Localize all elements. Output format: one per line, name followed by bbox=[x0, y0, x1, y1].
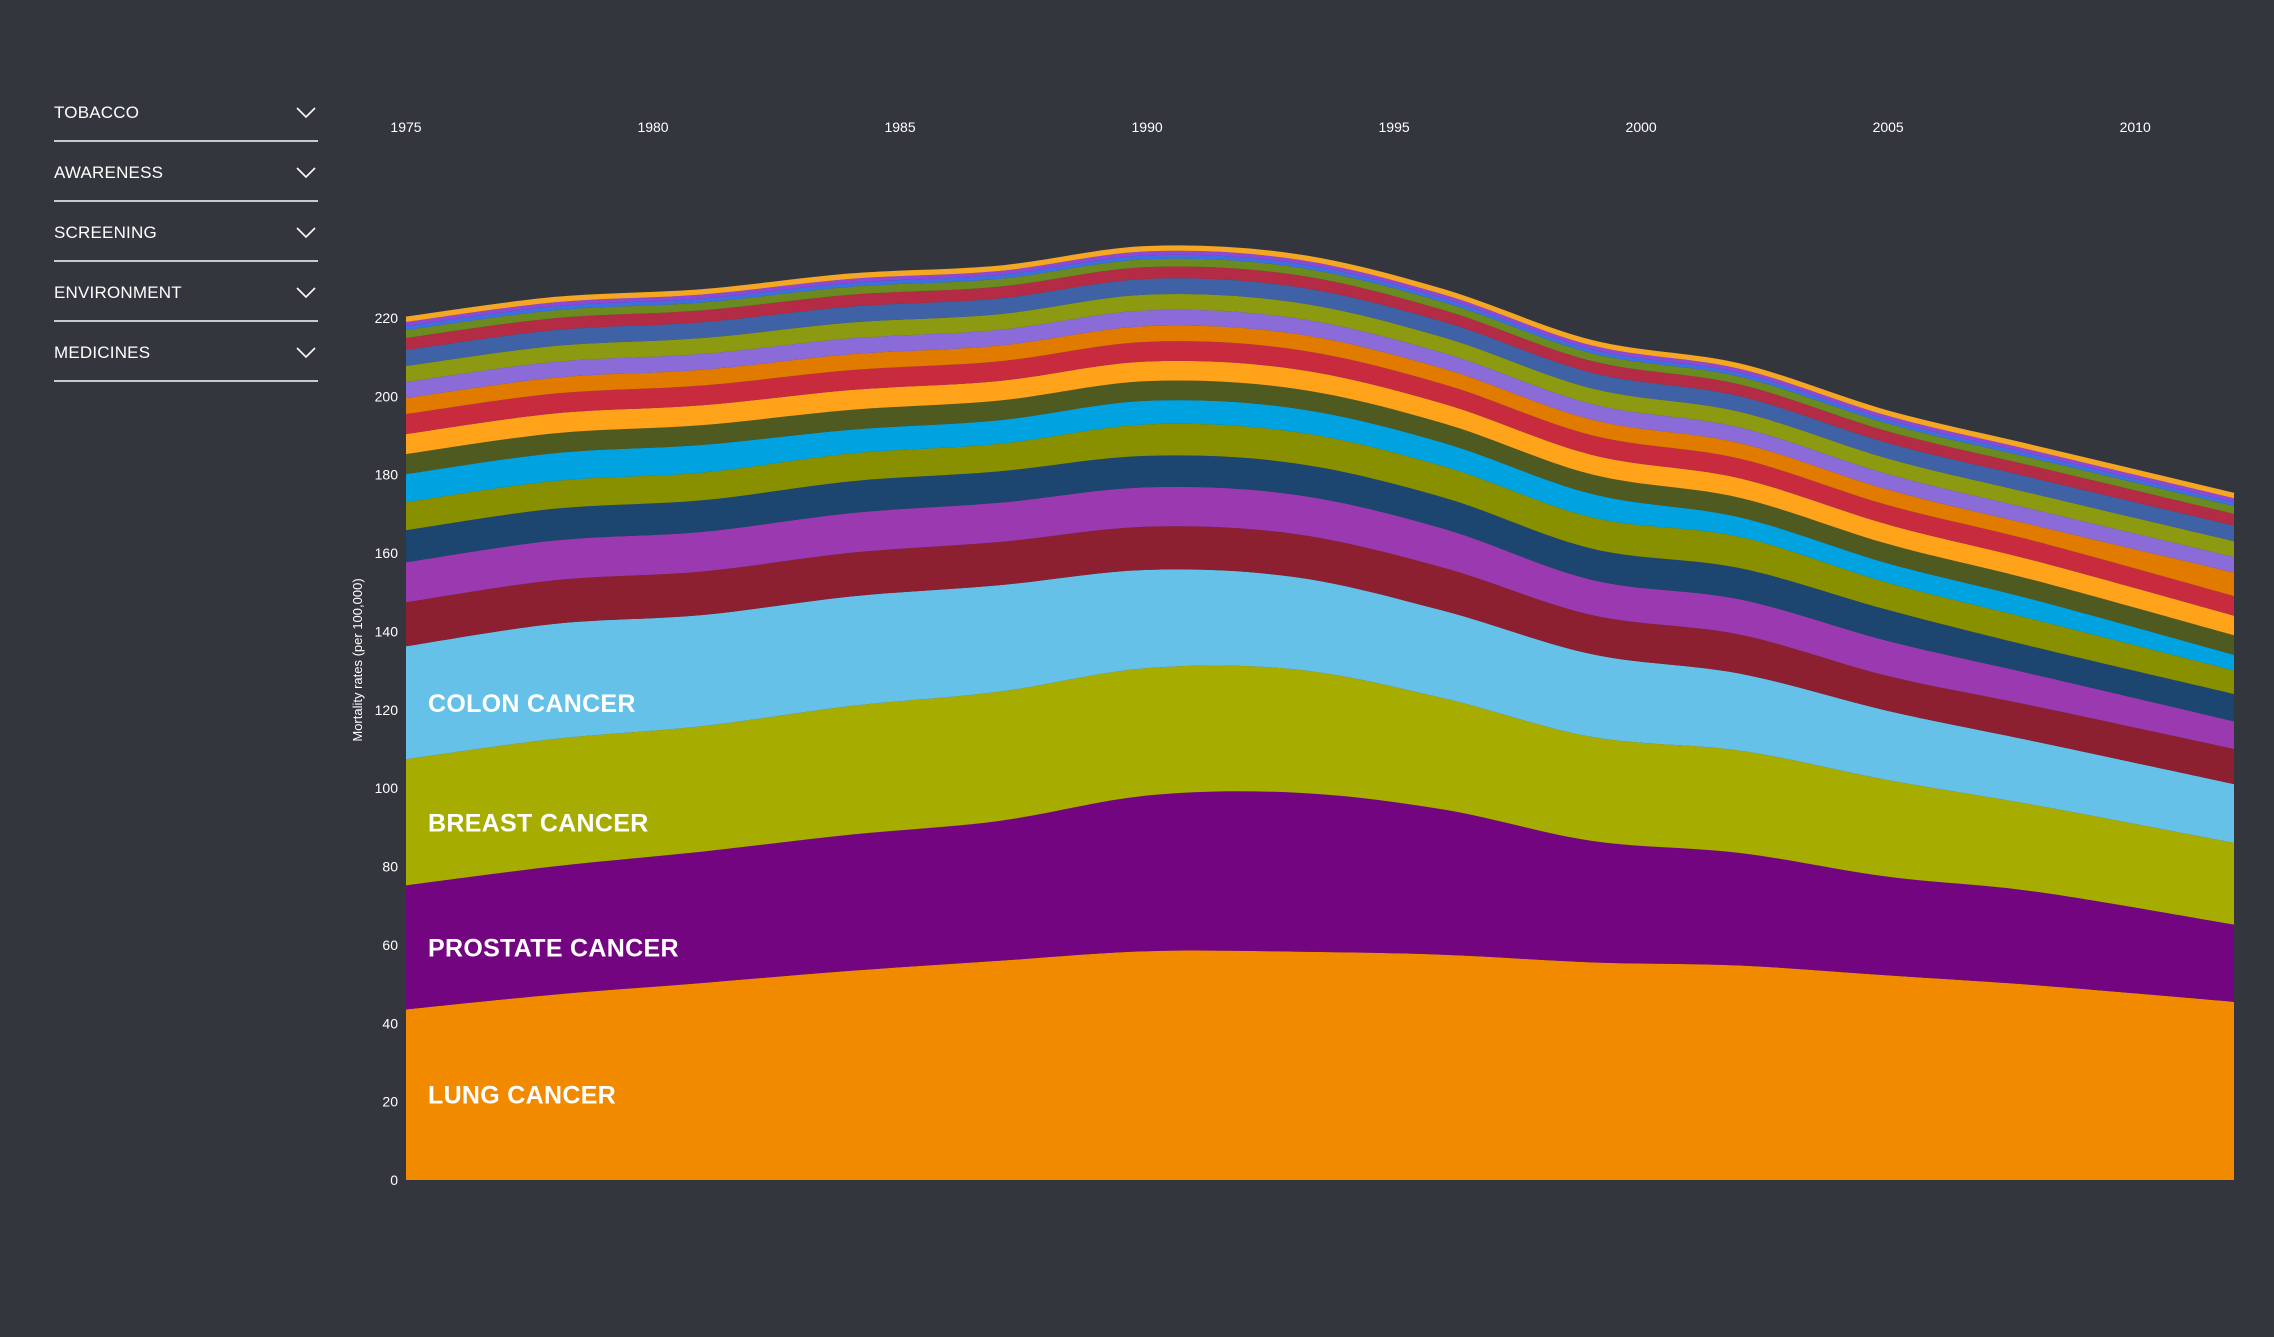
y-tick-label: 180 bbox=[375, 467, 399, 483]
menu-item-awareness[interactable]: AWARENESS bbox=[54, 142, 318, 202]
y-axis-ticks: 0 20 40 60 80 100 120 140 160 180 200 220 bbox=[375, 310, 399, 1188]
x-tick-label: 2005 bbox=[1873, 119, 1904, 135]
area-layer-2 bbox=[406, 665, 2234, 925]
x-tick-label: 1985 bbox=[884, 119, 915, 135]
chevron-down-icon[interactable] bbox=[296, 226, 316, 239]
menu-item-label: TOBACCO bbox=[54, 103, 140, 122]
y-axis-label: Mortality rates (per 100,000) bbox=[350, 578, 365, 741]
y-tick-label: 100 bbox=[375, 780, 399, 796]
chevron-down-icon[interactable] bbox=[296, 346, 316, 359]
chevron-down-icon[interactable] bbox=[296, 106, 316, 119]
menu-item-label: AWARENESS bbox=[54, 163, 164, 182]
menu-item-label: MEDICINES bbox=[54, 343, 151, 362]
series-labels: LUNG CANCER PROSTATE CANCER BREAST CANCER C… bbox=[428, 690, 679, 1110]
y-tick-label: 120 bbox=[375, 702, 399, 718]
x-tick-label: 1980 bbox=[637, 119, 668, 135]
y-tick-label: 220 bbox=[375, 310, 399, 326]
y-tick-label: 80 bbox=[382, 859, 398, 875]
y-tick-label: 60 bbox=[382, 937, 398, 953]
y-tick-label: 40 bbox=[382, 1015, 398, 1031]
y-tick-label: 20 bbox=[382, 1094, 398, 1110]
menu-item-environment[interactable]: ENVIRONMENT bbox=[54, 262, 318, 322]
menu-item-tobacco[interactable]: TOBACCO bbox=[54, 82, 318, 142]
area-layer-1 bbox=[406, 791, 2234, 1010]
chevron-down-icon[interactable] bbox=[296, 166, 316, 179]
x-tick-label: 2010 bbox=[2120, 119, 2151, 135]
y-tick-label: 140 bbox=[375, 623, 399, 639]
x-tick-label: 2000 bbox=[1626, 119, 1657, 135]
area-layer-3 bbox=[406, 569, 2234, 843]
y-tick-label: 160 bbox=[375, 545, 399, 561]
y-tick-label: 0 bbox=[390, 1172, 398, 1188]
menu-item-label: SCREENING bbox=[54, 223, 157, 242]
x-tick-label: 1990 bbox=[1132, 119, 1163, 135]
area-layers bbox=[405, 245, 2235, 1180]
x-tick-label: 1995 bbox=[1379, 119, 1410, 135]
series-label: BREAST CANCER bbox=[428, 809, 649, 837]
sidebar-menu: TOBACCO AWARENESS SCREENING ENVIRONMENT MEDI… bbox=[54, 82, 318, 382]
y-tick-label: 200 bbox=[375, 388, 399, 404]
area-layer-4 bbox=[406, 526, 2234, 785]
menu-item-screening[interactable]: SCREENING bbox=[54, 202, 318, 262]
series-label: PROSTATE CANCER bbox=[428, 934, 679, 962]
x-axis-ticks: 1975 1980 1985 1990 1995 2000 2005 2010 bbox=[390, 119, 2151, 135]
menu-item-medicines[interactable]: MEDICINES bbox=[54, 322, 318, 382]
x-tick-label: 1975 bbox=[390, 119, 421, 135]
series-label: LUNG CANCER bbox=[428, 1082, 616, 1110]
area-top-outline bbox=[405, 245, 2235, 496]
series-label: COLON CANCER bbox=[428, 690, 636, 718]
area-layer-0 bbox=[406, 950, 2234, 1180]
chevron-down-icon[interactable] bbox=[296, 286, 316, 299]
menu-item-label: ENVIRONMENT bbox=[54, 283, 182, 302]
